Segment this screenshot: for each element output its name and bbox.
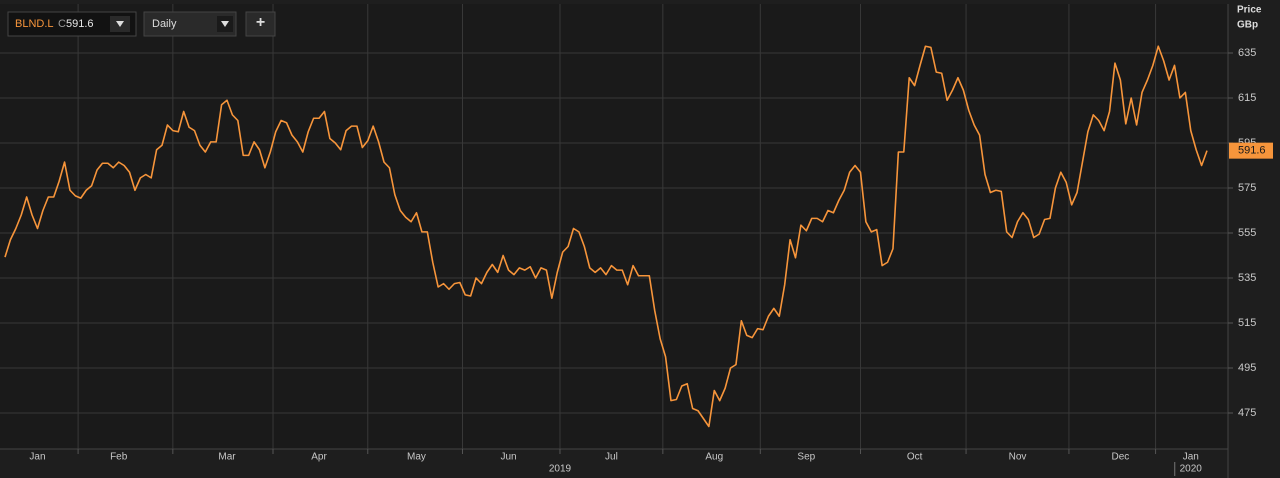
close-value: 591.6 <box>66 18 94 30</box>
y-tick-label: 555 <box>1238 227 1256 239</box>
last-value-label: 591.6 <box>1238 145 1266 157</box>
dropdown-arrow <box>221 21 229 27</box>
dropdown-arrow <box>116 21 124 27</box>
price-line <box>4 45 1208 428</box>
y-tick-label: 535 <box>1238 272 1256 284</box>
x-tick-label: Dec <box>1111 452 1129 463</box>
x-tick-label: Jun <box>500 452 516 463</box>
x-tick-label: Nov <box>1009 452 1027 463</box>
axis-title: GBp <box>1237 20 1258 31</box>
x-tick-label: Mar <box>218 452 236 463</box>
y-tick-label: 475 <box>1238 407 1256 419</box>
symbol-box[interactable]: BLND.L C 591.6 <box>7 11 137 37</box>
x-tick-label: Jan <box>29 452 45 463</box>
year-label: 2020 <box>1180 464 1203 475</box>
x-tick-label: Aug <box>705 452 723 463</box>
grid <box>0 4 1228 449</box>
x-tick-label: Jan <box>1183 452 1199 463</box>
interval-box[interactable]: Daily <box>143 11 237 37</box>
plot-area <box>0 4 1228 449</box>
y-tick-label: 515 <box>1238 317 1256 329</box>
last-value-box <box>1229 142 1273 159</box>
add-box[interactable]: + <box>245 11 276 37</box>
add-icon: + <box>256 14 265 31</box>
close-prefix: C <box>58 18 66 30</box>
axis-title: Price <box>1237 5 1262 16</box>
y-tick-label: 615 <box>1238 92 1256 104</box>
x-tick-label: May <box>407 452 426 463</box>
symbol: BLND.L <box>15 18 54 30</box>
x-tick-label: Sep <box>797 452 815 463</box>
x-tick-label: Oct <box>907 452 923 463</box>
x-tick-label: Feb <box>110 452 128 463</box>
y-tick-label: 495 <box>1238 362 1256 374</box>
interval: Daily <box>152 18 177 30</box>
year-label: 2019 <box>549 464 572 475</box>
x-tick-label: Apr <box>311 452 327 463</box>
y-tick-label: 635 <box>1238 47 1256 59</box>
add-button[interactable] <box>245 11 276 37</box>
y-tick-label: 575 <box>1238 182 1256 194</box>
x-tick-label: Jul <box>605 452 618 463</box>
